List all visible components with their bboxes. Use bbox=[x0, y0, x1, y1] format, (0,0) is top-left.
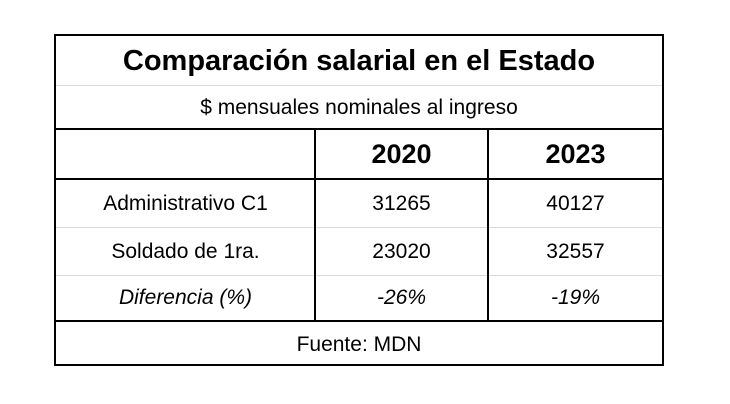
header-cell-2023: 2023 bbox=[545, 138, 606, 169]
column-divider bbox=[314, 130, 316, 320]
source-note: Fuente: MDN bbox=[296, 333, 422, 356]
value-2020: 31265 bbox=[372, 191, 431, 215]
header-row: 2020 2023 bbox=[56, 130, 662, 180]
table-row: Administrativo C1 31265 40127 bbox=[56, 180, 662, 228]
value-2023: 32557 bbox=[546, 239, 605, 263]
column-divider bbox=[487, 130, 489, 320]
row-label: Diferencia (%) bbox=[118, 286, 253, 309]
subtitle-row: $ mensuales nominales al ingreso bbox=[56, 86, 662, 130]
value-2020: 23020 bbox=[372, 239, 431, 263]
row-label: Administrativo C1 bbox=[103, 191, 268, 215]
value-2020: -26% bbox=[376, 286, 427, 309]
title-row: Comparación salarial en el Estado bbox=[56, 36, 662, 86]
table-row-difference: Diferencia (%) -26% -19% bbox=[56, 276, 662, 320]
table-title: Comparación salarial en el Estado bbox=[122, 45, 596, 77]
salary-comparison-table: Comparación salarial en el Estado $ mens… bbox=[54, 34, 664, 366]
value-2023: 40127 bbox=[546, 191, 605, 215]
row-label: Soldado de 1ra. bbox=[111, 239, 260, 263]
header-cell-2020: 2020 bbox=[371, 138, 432, 169]
table-row: Soldado de 1ra. 23020 32557 bbox=[56, 228, 662, 276]
header-cell-empty bbox=[56, 130, 315, 178]
source-row: Fuente: MDN bbox=[56, 320, 662, 366]
table-subtitle: $ mensuales nominales al ingreso bbox=[200, 96, 518, 119]
value-2023: -19% bbox=[550, 286, 601, 309]
